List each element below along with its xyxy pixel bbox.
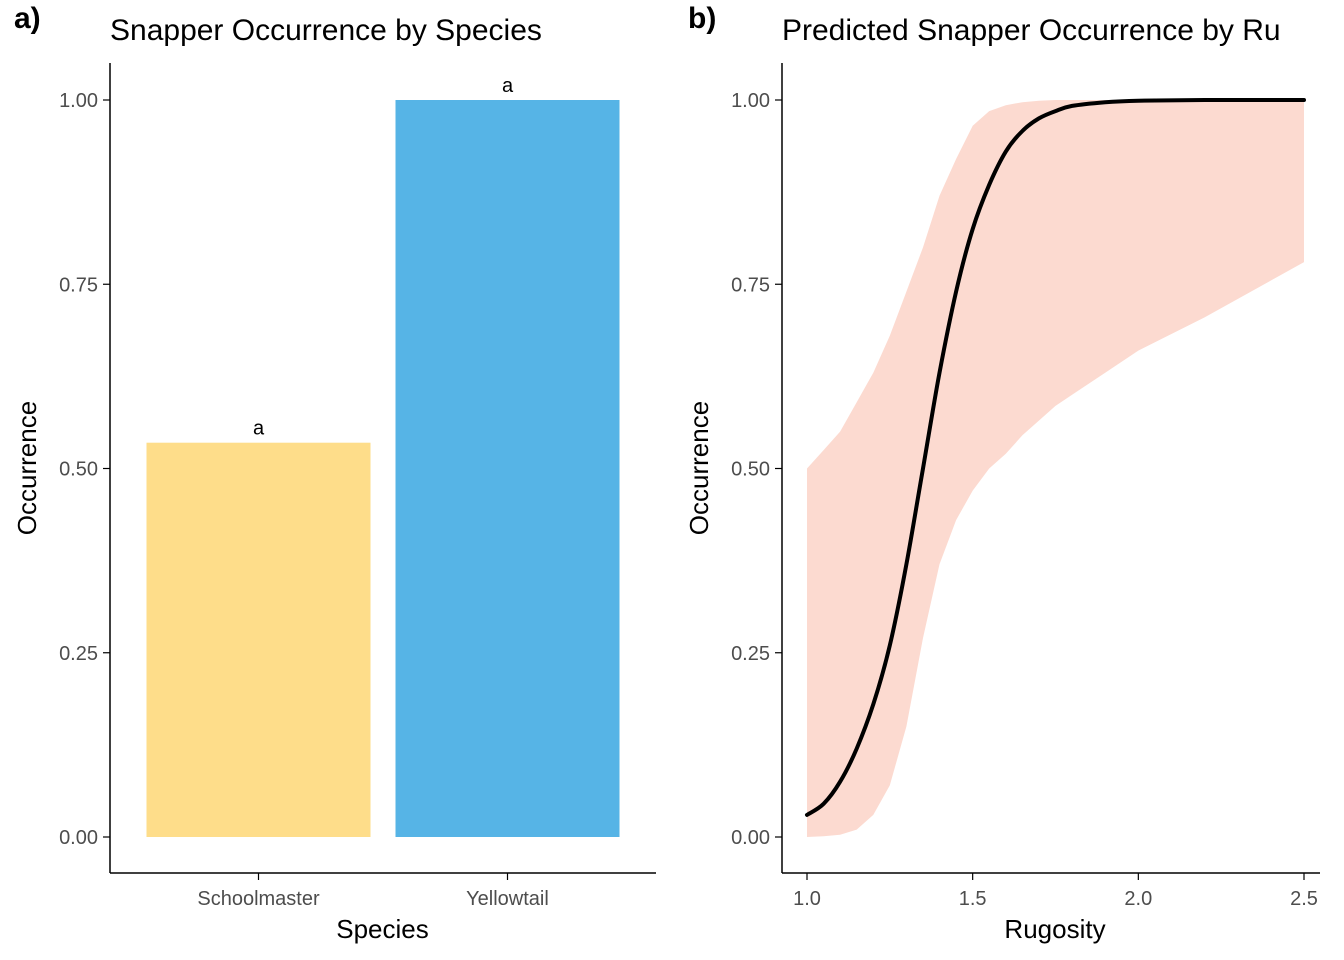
y-tick-label: 1.00	[731, 90, 770, 112]
panel-a-bar-chart: a) Snapper Occurrence by Species a a Scho…	[12, 2, 656, 944]
bar-yellowtail	[395, 100, 620, 837]
bar-label-schoolmaster: a	[253, 418, 265, 440]
predicted-occurrence-line	[805, 97, 1306, 817]
y-tick-label: 1.00	[59, 90, 98, 112]
panel-a-title: Snapper Occurrence by Species	[110, 14, 542, 47]
y-tick-label: 0.75	[59, 274, 98, 296]
y-tick-label: 0.75	[731, 274, 770, 296]
confidence-ribbon	[807, 100, 1304, 837]
x-tick-label: 2.0	[1124, 888, 1152, 910]
panel-b-line-chart: b) Predicted Snapper Occurrence by Ru 0.…	[684, 2, 1320, 944]
bar-label-yellowtail: a	[502, 75, 514, 97]
panel-a-x-axis-title: Species	[336, 914, 429, 944]
panel-b-y-axis-title: Occurrence	[684, 401, 714, 535]
y-tick-label: 0.00	[731, 827, 770, 849]
panel-b-title: Predicted Snapper Occurrence by Ru	[782, 14, 1281, 47]
bar-schoolmaster	[146, 442, 371, 837]
x-tick-label: Schoolmaster	[197, 888, 320, 910]
y-tick-label: 0.50	[731, 459, 770, 481]
x-tick-label: 2.5	[1290, 888, 1318, 910]
x-tick-label: 1.0	[793, 888, 821, 910]
panel-b-tag: b)	[688, 2, 716, 35]
panel-b-x-axis-title: Rugosity	[1004, 914, 1105, 944]
y-tick-label: 0.25	[731, 643, 770, 665]
panel-a-y-axis-title: Occurrence	[12, 401, 42, 535]
x-tick-label: 1.5	[959, 888, 987, 910]
panel-a-tag: a)	[14, 2, 41, 35]
y-tick-label: 0.25	[59, 643, 98, 665]
y-tick-label: 0.50	[59, 459, 98, 481]
x-tick-label: Yellowtail	[466, 888, 549, 910]
y-tick-label: 0.00	[59, 827, 98, 849]
